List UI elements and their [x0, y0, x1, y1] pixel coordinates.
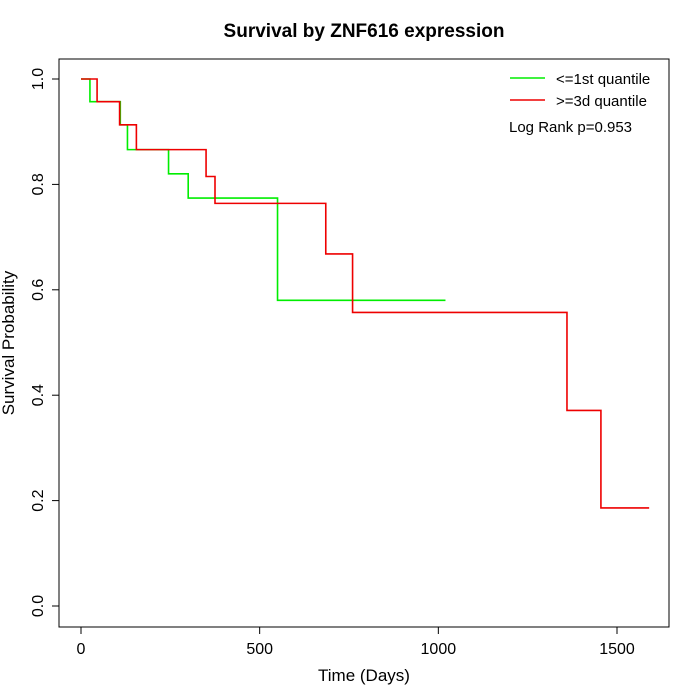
y-axis: 0.0 0.2 0.4 0.6 0.8 1.0	[30, 68, 60, 617]
series-line-1	[81, 78, 650, 509]
chart-title: Survival by ZNF616 expression	[224, 21, 505, 42]
plot-frame	[58, 58, 670, 628]
series-line-0	[81, 78, 446, 302]
y-tick-label-2: 0.4	[30, 384, 47, 406]
x-axis: 0 500 1000 1500	[77, 626, 635, 658]
series-layer	[81, 78, 650, 509]
legend-label-high: >=3d quantile	[556, 93, 647, 110]
x-tick-label-0: 0	[77, 641, 86, 658]
x-tick-label-500: 500	[246, 641, 273, 658]
x-tick-label-1500: 1500	[599, 641, 635, 658]
x-tick-label-1000: 1000	[421, 641, 457, 658]
y-tick-label-5: 1.0	[30, 68, 47, 90]
y-tick-label-3: 0.6	[30, 279, 47, 301]
legend-label-low: <=1st quantile	[556, 71, 650, 88]
legend: <=1st quantile >=3d quantile	[510, 71, 650, 110]
y-tick-label-4: 0.8	[30, 173, 47, 195]
y-tick-label-1: 0.2	[30, 489, 47, 511]
y-tick-label-0: 0.0	[30, 595, 47, 617]
y-axis-label: Survival Probability	[0, 270, 18, 415]
x-axis-label: Time (Days)	[318, 666, 410, 685]
log-rank-annotation: Log Rank p=0.953	[509, 119, 632, 136]
